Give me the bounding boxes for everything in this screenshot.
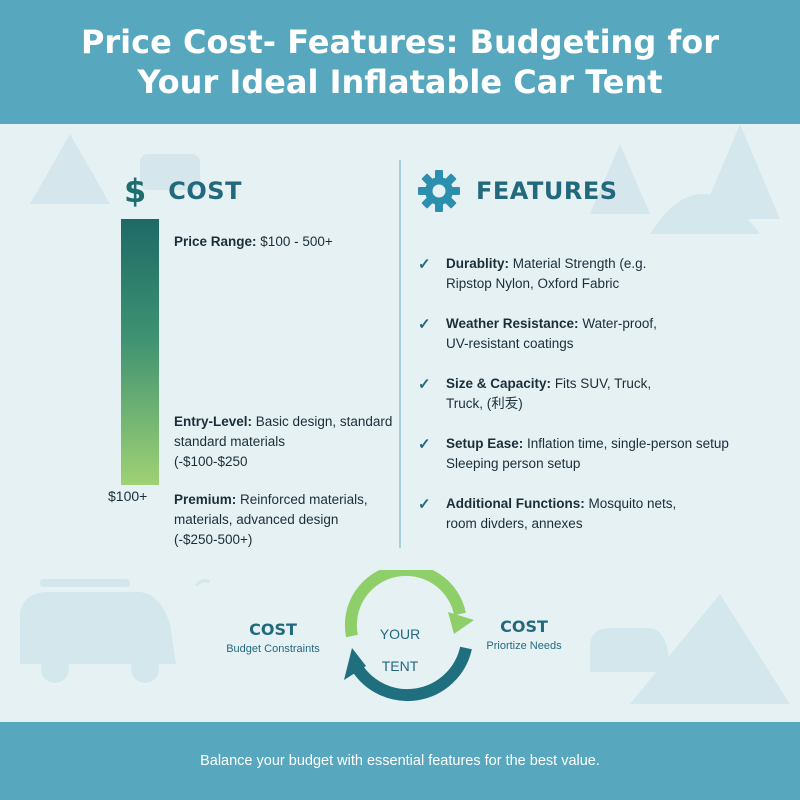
price-range: Price Range: $100 - 500+ (174, 232, 333, 252)
cycle-center-label: YOUR TENT (360, 618, 440, 682)
tree-silhouette-2 (700, 124, 780, 219)
entry-level-tier: Entry-Level: Basic design, standard stan… (174, 412, 404, 472)
cost-bar-bottom-label: $100+ (108, 488, 148, 504)
premium-line-2: materials, advanced design (174, 512, 339, 527)
cycle-arrow-teal (350, 646, 472, 702)
cycle-arrowhead-teal (344, 648, 366, 680)
cycle-right-subtitle: Priortize Needs (486, 640, 562, 652)
features-heading: FEATURES (416, 168, 618, 214)
feature-line-1: Inflation time, single-person setup (527, 436, 729, 451)
tent-silhouette-top-left (30, 134, 110, 204)
car-roof-rack (40, 579, 130, 587)
feature-line-2: Truck, (利叐) (446, 396, 523, 411)
feature-weather-resistance: ✓ Weather Resistance: Water-proof, UV-re… (416, 314, 786, 374)
feature-size-capacity: ✓ Size & Capacity: Fits SUV, Truck, Truc… (416, 374, 786, 434)
price-range-label: Price Range: (174, 234, 257, 249)
feature-line-1: Water-proof, (582, 316, 657, 331)
premium-line-3: (-$250-500+) (174, 532, 253, 547)
feature-label: Setup Ease: (446, 436, 524, 451)
feature-durability: ✓ Durablity: Material Strength (e.g. Rip… (416, 254, 786, 314)
car-silhouette-bottom-left (20, 592, 176, 664)
check-icon: ✓ (418, 256, 431, 273)
features-heading-label: FEATURES (476, 177, 618, 205)
cycle-diagram (344, 570, 474, 702)
cost-heading-label: COST (168, 177, 242, 205)
feature-line-2: room divders, annexes (446, 516, 583, 531)
cycle-center-line-2: TENT (381, 658, 419, 674)
bird-silhouette (194, 579, 211, 587)
cycle-left-subtitle: Budget Constraints (226, 643, 320, 655)
feature-label: Weather Resistance: (446, 316, 579, 331)
feature-line-2: UV-resistant coatings (446, 336, 574, 351)
feature-line-1: Mosquito nets, (588, 496, 677, 511)
check-icon: ✓ (418, 376, 431, 393)
check-icon: ✓ (418, 316, 431, 333)
entry-level-line-1: Basic design, standard (255, 414, 393, 429)
feature-line-2: Ripstop Nylon, Oxford Fabric (446, 276, 620, 291)
car-silhouette-top-left (140, 154, 200, 190)
feature-line-2: Sleeping person setup (446, 456, 581, 471)
cycle-arrowhead-green (448, 612, 474, 634)
cost-heading: $ COST (124, 172, 242, 210)
cycle-center-line-1: YOUR (379, 626, 421, 642)
cycle-left-title: COST (249, 620, 297, 639)
features-list: ✓ Durablity: Material Strength (e.g. Rip… (416, 254, 786, 554)
premium-line-1: Reinforced materials, (240, 492, 368, 507)
car-silhouette-bottom-right (590, 628, 670, 672)
feature-label: Additional Functions: (446, 496, 585, 511)
premium-tier: Premium: Reinforced materials, materials… (174, 490, 402, 550)
cost-gradient-bar (121, 219, 159, 485)
dollar-icon: $ (124, 172, 147, 210)
cycle-right-title: COST (500, 617, 548, 636)
tree-silhouette-1 (590, 144, 650, 214)
car-wheel-2 (131, 655, 159, 683)
footer-banner: Balance your budget with essential featu… (0, 722, 800, 800)
feature-label: Size & Capacity: (446, 376, 552, 391)
check-icon: ✓ (418, 496, 431, 513)
cycle-right-label: COST Priortize Needs (474, 617, 574, 652)
entry-level-line-2: standard materials (174, 434, 286, 449)
tent-dome-silhouette (650, 194, 760, 234)
feature-line-1: Fits SUV, Truck, (554, 376, 652, 391)
footer-text: Balance your budget with essential featu… (200, 753, 600, 769)
header-banner: Price Cost- Features: Budgeting for Your… (0, 0, 800, 124)
feature-setup-ease: ✓ Setup Ease: Inflation time, single-per… (416, 434, 786, 494)
background-decoration (20, 124, 790, 704)
cycle-left-label: COST Budget Constraints (218, 620, 328, 655)
entry-level-label: Entry-Level: (174, 414, 253, 429)
gear-icon (418, 170, 460, 212)
feature-line-1: Material Strength (e.g. (512, 256, 647, 271)
feature-additional-functions: ✓ Additional Functions: Mosquito nets, r… (416, 494, 786, 554)
feature-label: Durablity: (446, 256, 510, 271)
premium-label: Premium: (174, 492, 237, 507)
check-icon: ✓ (418, 436, 431, 453)
title-line-2: Your Ideal Inflatable Car Tent (137, 63, 663, 101)
car-wheel-1 (41, 655, 69, 683)
page-title: Price Cost- Features: Budgeting for Your… (80, 22, 720, 102)
section-divider (399, 160, 401, 548)
entry-level-line-3: (-$100-$250 (174, 454, 248, 469)
cycle-arrow-green (344, 570, 466, 638)
title-line-1: Price Cost- Features: Budgeting for (80, 23, 720, 61)
price-range-value: $100 - 500+ (260, 234, 333, 249)
tent-silhouette-bottom-right (630, 594, 790, 704)
